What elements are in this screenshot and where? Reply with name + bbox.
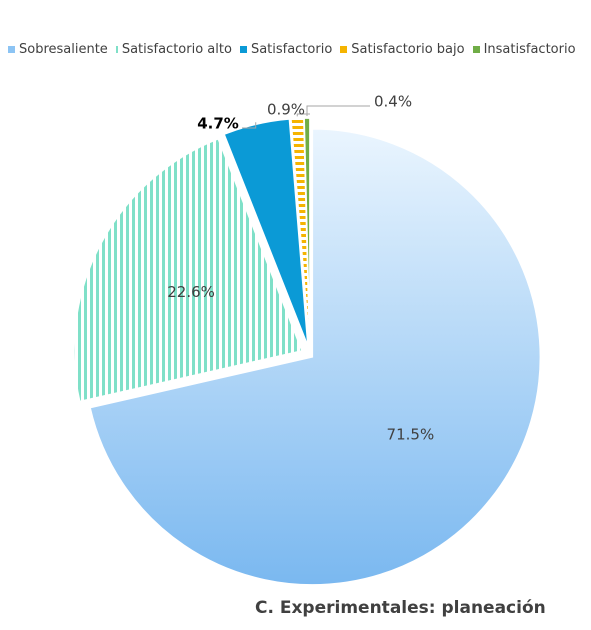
legend-label: Satisfactorio alto — [121, 42, 232, 57]
legend-item: Satisfactorio bajo — [340, 42, 465, 57]
legend-swatch — [115, 46, 118, 53]
legend: Sobresaliente Satisfactorio alto Satisfact… — [8, 42, 591, 57]
legend-label: Insatisfactorio — [483, 42, 576, 57]
legend-label: Satisfactorio bajo — [351, 42, 465, 57]
pie-slice — [89, 128, 542, 586]
data-label: 71.5% — [387, 426, 435, 444]
leader-line — [306, 105, 370, 117]
legend-swatch — [8, 46, 15, 53]
legend-swatch — [472, 46, 480, 53]
leader-line — [296, 113, 310, 117]
pie-slice — [303, 117, 311, 347]
legend-label: Satisfactorio — [250, 42, 333, 57]
legend-item: Sobresaliente — [8, 42, 108, 57]
legend-item: Satisfactorio — [239, 42, 333, 57]
legend-swatch — [239, 46, 247, 53]
data-label: 0.9% — [267, 101, 305, 119]
leader-line — [242, 122, 257, 129]
legend-item: Satisfactorio alto — [115, 42, 232, 57]
legend-swatch — [340, 46, 348, 53]
data-label: 4.7% — [197, 115, 239, 133]
legend-item: Insatisfactorio — [472, 42, 576, 57]
pie-slice — [73, 137, 304, 403]
chart-title: C. Experimentales: planeación — [255, 598, 546, 618]
legend-label: Sobresaliente — [19, 42, 108, 57]
data-label: 22.6% — [167, 283, 215, 301]
data-label: 0.4% — [374, 93, 412, 111]
